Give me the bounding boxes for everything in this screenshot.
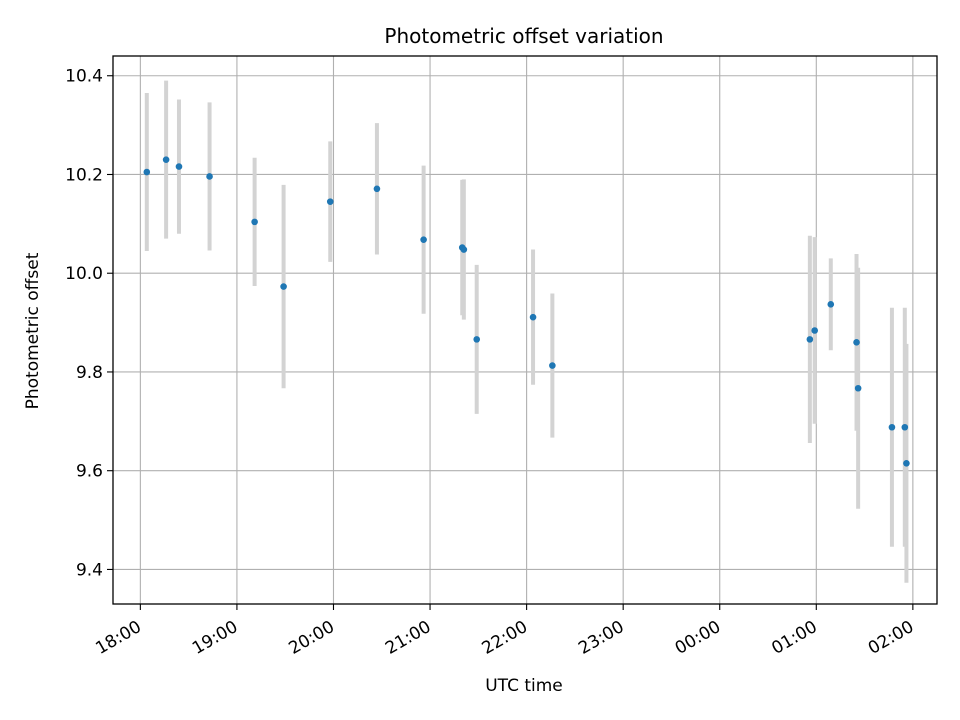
data-point [854,384,862,392]
data-point [888,423,896,431]
data-point [827,301,835,308]
data-point [373,185,381,193]
data-point [326,198,334,205]
data-point [811,327,818,334]
plot-frame [112,55,938,605]
y-axis-title: Photometric offset [23,252,43,409]
data-point [162,156,170,163]
data-point [473,336,481,343]
data-point [143,168,151,176]
data-point [280,283,287,290]
data-point [251,218,258,226]
y-tick-label: 10.4 [65,67,103,87]
y-tick-label: 10.0 [65,264,103,284]
data-point [903,459,910,467]
data-point [901,423,909,431]
data-point [175,163,183,170]
y-axis: 9.4 9.6 9.8 10.0 10.2 10.4 [65,67,113,580]
chart-title: Photometric offset variation [384,24,663,48]
data-point [420,236,427,243]
data-point [206,173,213,180]
data-point [460,246,468,253]
data-point [549,362,556,369]
y-tick-label: 9.8 [76,363,103,383]
x-axis-title: UTC time [485,676,563,696]
y-tick-label: 10.2 [65,165,103,185]
data-point [853,339,860,346]
data-point [806,336,814,343]
y-tick-label: 9.4 [76,560,103,580]
grid [113,56,937,604]
data-point [529,313,537,321]
data-points [143,156,910,467]
y-tick-label: 9.6 [76,462,103,482]
